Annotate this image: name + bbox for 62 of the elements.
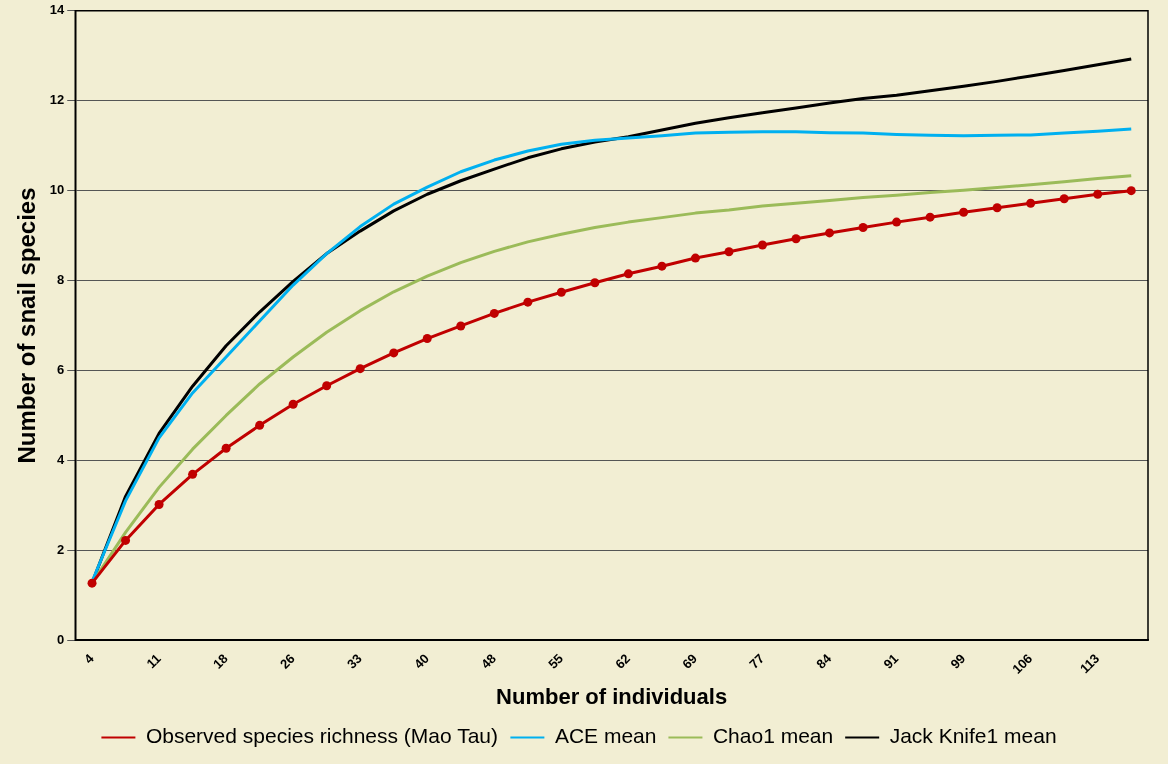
point [489,308,499,318]
y-tick-label: 8 [57,272,65,288]
x-tick-label: 48 [478,650,499,672]
point [992,203,1002,213]
y-tick-label: 12 [49,92,65,108]
y-tick-label: 4 [57,451,66,467]
y-tick-label: 10 [49,182,65,198]
x-tick-label: 62 [612,650,634,672]
y-tick-label: 6 [57,362,65,378]
point [389,348,399,358]
x-tick-label: 106 [1009,650,1036,677]
x-tick-label: 69 [679,650,701,672]
point [288,399,298,409]
legend-label: Chao1 mean [712,724,834,748]
point [422,334,432,344]
point [959,207,969,217]
legend-label: Jack Knife1 mean [889,724,1057,748]
legend-label: ACE mean [554,724,657,748]
point [1126,186,1136,196]
x-tick-label: 84 [813,650,835,672]
y-tick-label: 2 [57,541,65,557]
point [925,212,935,222]
y-axis-title: Number of snail species [13,187,41,464]
x-tick-label: 77 [746,650,768,672]
x-axis-title: Number of individuals [496,683,728,709]
point [221,443,231,453]
point [590,278,600,288]
legend-label: Observed species richness (Mao Tau) [145,724,499,748]
point [791,234,801,244]
point [523,297,533,307]
point [825,228,835,238]
x-tick-label: 113 [1076,650,1103,677]
point [355,364,365,374]
point [1026,198,1036,208]
point [87,578,97,588]
point [623,269,633,279]
x-tick-label: 11 [143,650,164,672]
x-tick-label: 4 [80,650,98,667]
point [757,240,767,250]
point [121,535,131,545]
y-tick-label: 14 [49,2,66,18]
point [892,217,902,227]
point [322,381,332,391]
x-tick-label: 40 [411,650,432,672]
x-tick-label: 33 [344,650,365,672]
point [255,420,265,430]
point [556,287,566,297]
point [1093,189,1103,199]
x-tick-label: 26 [276,650,298,672]
y-tick-label: 0 [57,631,65,647]
point [690,253,700,263]
x-tick-label: 91 [880,650,902,672]
point [456,321,466,331]
point [657,261,667,271]
point [188,469,198,479]
point [154,499,164,509]
x-tick-label: 18 [209,650,231,672]
point [724,247,734,257]
x-tick-label: 55 [545,650,566,672]
point [858,223,868,232]
point [1059,194,1069,204]
x-tick-label: 99 [947,650,969,672]
